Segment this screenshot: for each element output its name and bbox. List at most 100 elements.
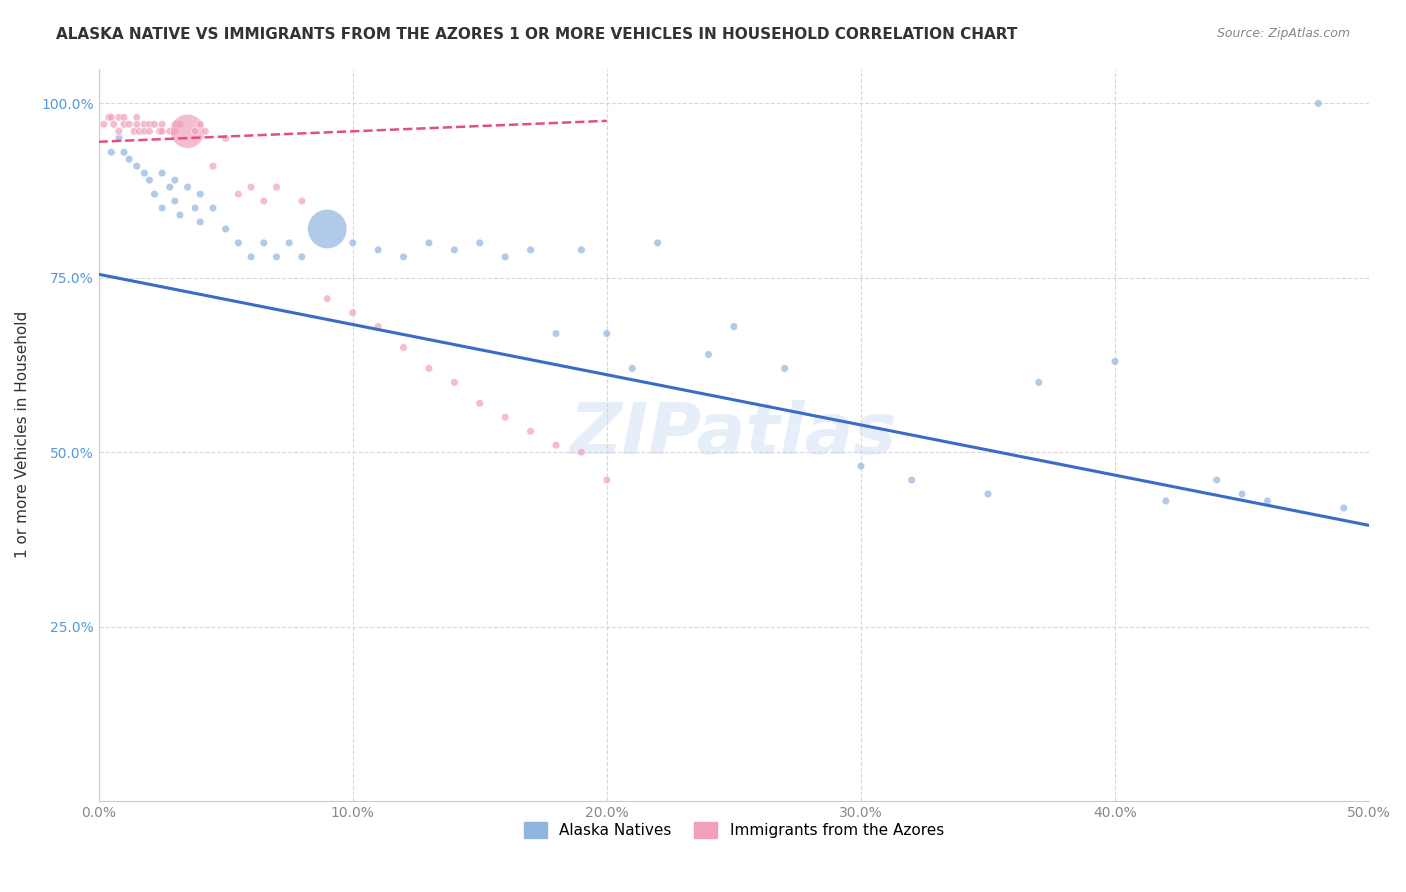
Point bbox=[367, 243, 389, 257]
Point bbox=[228, 235, 250, 250]
Point bbox=[184, 201, 207, 215]
Point bbox=[169, 117, 191, 131]
Point bbox=[1104, 354, 1126, 368]
Point bbox=[443, 376, 465, 390]
Text: Source: ZipAtlas.com: Source: ZipAtlas.com bbox=[1216, 27, 1350, 40]
Point bbox=[849, 459, 872, 474]
Point bbox=[125, 159, 148, 173]
Point bbox=[112, 111, 135, 125]
Point bbox=[112, 145, 135, 160]
Point bbox=[240, 250, 263, 264]
Point bbox=[571, 445, 593, 459]
Point bbox=[291, 250, 314, 264]
Point bbox=[342, 305, 364, 319]
Point bbox=[468, 235, 491, 250]
Point bbox=[108, 124, 131, 138]
Point bbox=[97, 111, 120, 125]
Point bbox=[494, 410, 516, 425]
Point bbox=[134, 117, 156, 131]
Point bbox=[150, 166, 173, 180]
Point bbox=[159, 124, 181, 138]
Point bbox=[519, 424, 541, 438]
Point bbox=[291, 194, 314, 208]
Point bbox=[149, 124, 172, 138]
Point bbox=[418, 235, 440, 250]
Point bbox=[1308, 96, 1330, 111]
Point bbox=[188, 187, 211, 202]
Point bbox=[134, 166, 156, 180]
Point bbox=[188, 215, 211, 229]
Point bbox=[100, 145, 122, 160]
Point bbox=[253, 194, 276, 208]
Point bbox=[228, 187, 250, 202]
Point bbox=[367, 319, 389, 334]
Point bbox=[163, 124, 186, 138]
Point bbox=[392, 250, 415, 264]
Point bbox=[494, 250, 516, 264]
Point bbox=[1028, 376, 1050, 390]
Point bbox=[128, 124, 150, 138]
Point bbox=[392, 341, 415, 355]
Text: ZIPatlas: ZIPatlas bbox=[571, 401, 897, 469]
Point bbox=[134, 124, 156, 138]
Point bbox=[122, 124, 145, 138]
Point bbox=[143, 117, 166, 131]
Point bbox=[108, 111, 131, 125]
Point bbox=[176, 124, 198, 138]
Point bbox=[150, 117, 173, 131]
Point bbox=[266, 180, 288, 194]
Point bbox=[138, 124, 160, 138]
Point bbox=[100, 111, 122, 125]
Point bbox=[163, 173, 186, 187]
Point bbox=[443, 243, 465, 257]
Point bbox=[112, 117, 135, 131]
Text: ALASKA NATIVE VS IMMIGRANTS FROM THE AZORES 1 OR MORE VEHICLES IN HOUSEHOLD CORR: ALASKA NATIVE VS IMMIGRANTS FROM THE AZO… bbox=[56, 27, 1018, 42]
Point bbox=[621, 361, 644, 376]
Point bbox=[125, 111, 148, 125]
Point bbox=[214, 222, 236, 236]
Y-axis label: 1 or more Vehicles in Household: 1 or more Vehicles in Household bbox=[15, 311, 30, 558]
Point bbox=[544, 438, 567, 452]
Point bbox=[138, 117, 160, 131]
Point bbox=[278, 235, 301, 250]
Point bbox=[201, 201, 224, 215]
Point bbox=[316, 292, 339, 306]
Point bbox=[1256, 494, 1278, 508]
Point bbox=[697, 347, 720, 361]
Point bbox=[176, 180, 198, 194]
Point bbox=[184, 124, 207, 138]
Point bbox=[118, 117, 141, 131]
Point bbox=[108, 131, 131, 145]
Point bbox=[150, 124, 173, 138]
Point bbox=[118, 152, 141, 166]
Point bbox=[544, 326, 567, 341]
Point bbox=[596, 326, 619, 341]
Point bbox=[1154, 494, 1177, 508]
Point bbox=[201, 159, 224, 173]
Point bbox=[1333, 500, 1355, 515]
Point bbox=[163, 117, 186, 131]
Point bbox=[773, 361, 796, 376]
Point bbox=[188, 117, 211, 131]
Point bbox=[214, 131, 236, 145]
Point bbox=[138, 173, 160, 187]
Point bbox=[647, 235, 669, 250]
Point bbox=[418, 361, 440, 376]
Point bbox=[900, 473, 922, 487]
Point bbox=[316, 222, 339, 236]
Legend: Alaska Natives, Immigrants from the Azores: Alaska Natives, Immigrants from the Azor… bbox=[517, 816, 950, 845]
Point bbox=[519, 243, 541, 257]
Point bbox=[240, 180, 263, 194]
Point bbox=[723, 319, 745, 334]
Point bbox=[103, 117, 125, 131]
Point bbox=[159, 180, 181, 194]
Point bbox=[1230, 487, 1253, 501]
Point bbox=[125, 117, 148, 131]
Point bbox=[163, 194, 186, 208]
Point bbox=[253, 235, 276, 250]
Point bbox=[342, 235, 364, 250]
Point bbox=[977, 487, 1000, 501]
Point bbox=[194, 124, 217, 138]
Point bbox=[468, 396, 491, 410]
Point bbox=[266, 250, 288, 264]
